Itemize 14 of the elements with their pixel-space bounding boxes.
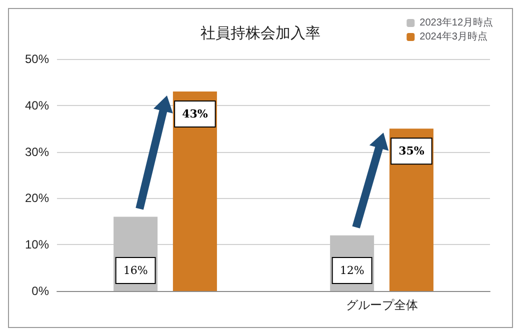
chart-title: 社員持株会加入率: [200, 25, 320, 42]
y-tick-label: 40%: [24, 98, 50, 112]
y-tick-label: 0%: [32, 284, 50, 298]
y-tick-label: 10%: [24, 238, 50, 252]
legend-label: 2024年3月時点: [420, 30, 488, 42]
data-label: 12%: [340, 264, 364, 277]
y-tick-label: 20%: [24, 191, 50, 206]
data-label: 16%: [123, 264, 148, 277]
x-tick-label: グループ全体: [346, 298, 418, 312]
data-label: 35%: [398, 144, 425, 158]
y-tick-label: 50%: [24, 52, 50, 66]
y-tick-label: 30%: [24, 144, 50, 159]
data-label: 43%: [182, 107, 208, 120]
legend-label: 2023年12月時点: [420, 16, 494, 28]
